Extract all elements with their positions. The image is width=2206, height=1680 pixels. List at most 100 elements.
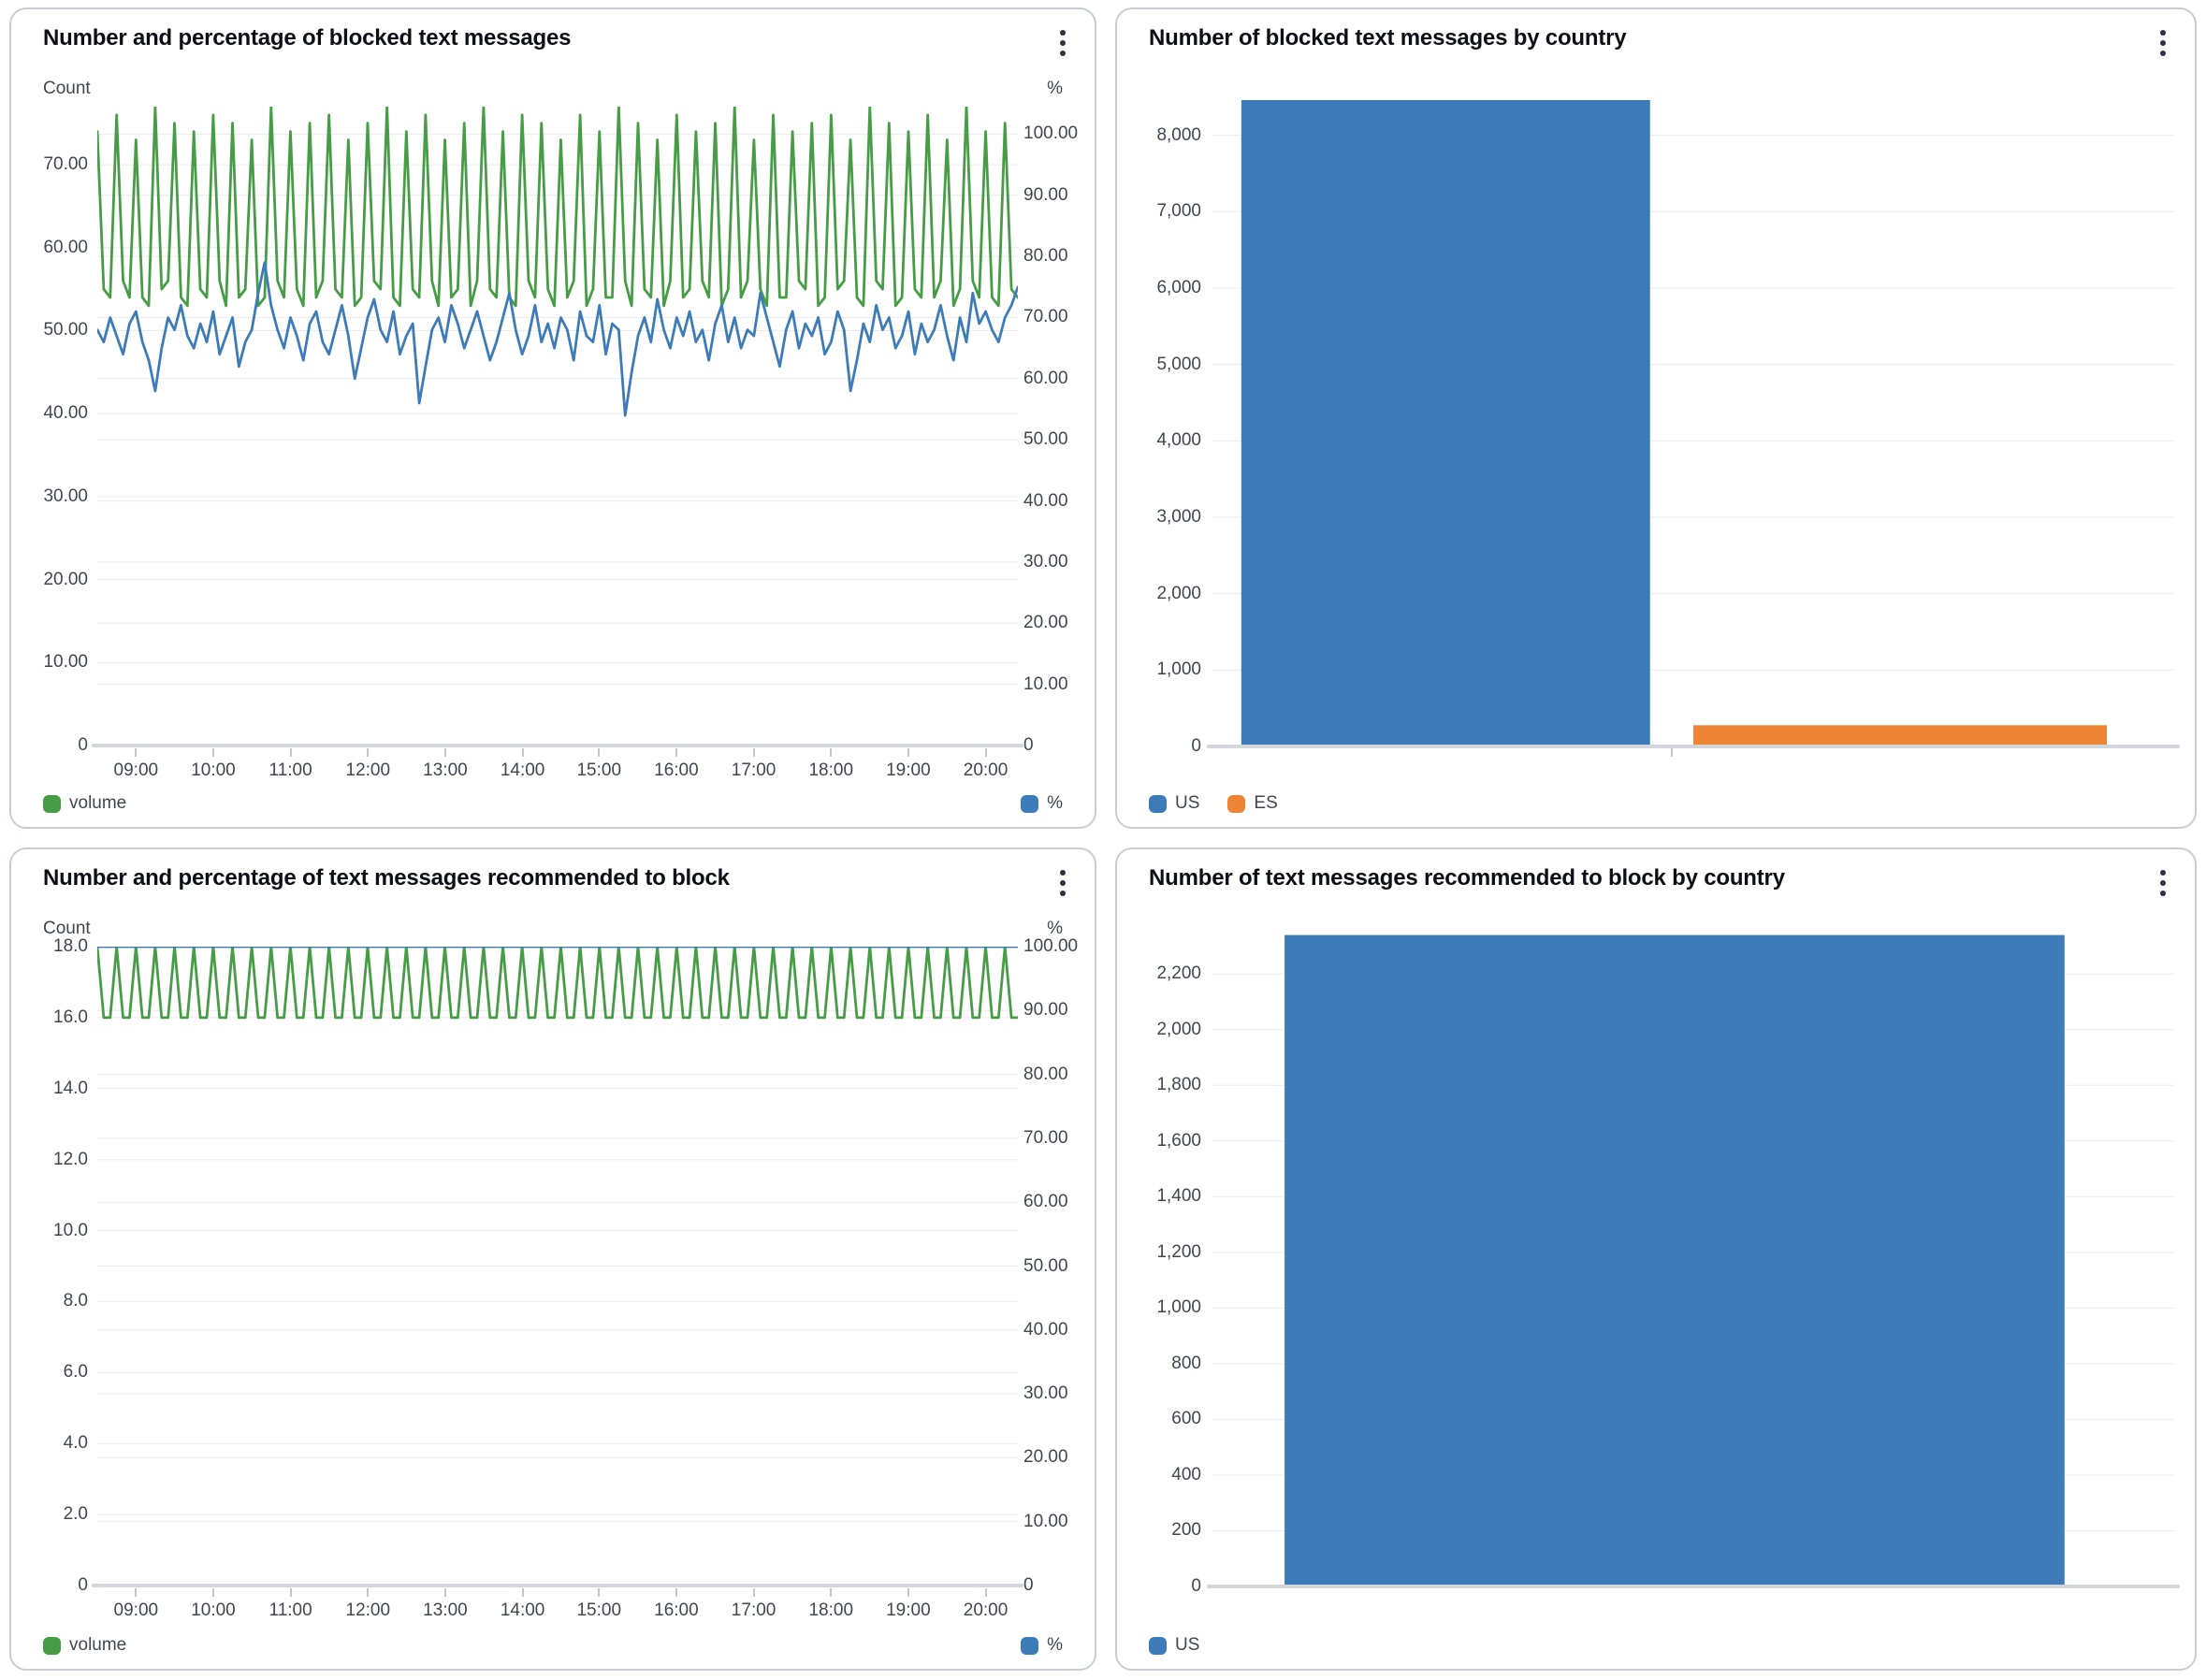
legend-label: % <box>1047 1635 1063 1655</box>
plot-area <box>1212 92 2174 746</box>
chart-legend: volume% <box>43 793 1063 814</box>
plot-area <box>97 947 1018 1586</box>
y-axis-tick-label: 800 <box>1171 1353 1201 1373</box>
y-axis-tick-label: 10.00 <box>43 652 88 673</box>
x-tick-mark <box>752 748 755 757</box>
x-axis-tick-label: 09:00 <box>113 760 159 780</box>
x-tick-mark <box>289 1588 292 1597</box>
legend-item-pct[interactable]: % <box>1021 793 1063 814</box>
y-axis-tick-label: 40.00 <box>1023 1319 1068 1340</box>
x-axis-tick-marks <box>1212 1588 2174 1598</box>
kebab-menu-icon[interactable] <box>1044 22 1081 64</box>
legend-item-volume[interactable]: volume <box>43 1635 126 1656</box>
y-axis-tick-label: 0 <box>1191 736 1201 756</box>
x-axis-tick-label: 15:00 <box>576 1600 622 1620</box>
bar-ES <box>1693 725 2108 746</box>
x-axis-tick-label: 18:00 <box>808 760 854 780</box>
blue-legend-swatch <box>1021 794 1039 813</box>
x-tick-mark <box>211 748 214 757</box>
x-tick-mark <box>367 748 370 757</box>
y-axis-tick-label: 2,000 <box>1156 583 1201 603</box>
x-tick-mark <box>830 1588 833 1597</box>
x-axis-tick-label: 16:00 <box>654 1600 699 1620</box>
legend-item-US[interactable]: US <box>1149 1635 1199 1656</box>
series-volume-line <box>97 947 1018 1018</box>
x-tick-mark <box>598 748 601 757</box>
x-tick-mark <box>675 1588 677 1597</box>
y-axis-tick-label: 12.0 <box>53 1149 88 1169</box>
y-axis-tick-label: 3,000 <box>1156 506 1201 527</box>
blue-legend-swatch <box>1021 1636 1039 1655</box>
y-axis-tick-label: 1,800 <box>1156 1075 1201 1095</box>
kebab-menu-icon[interactable] <box>2144 862 2182 904</box>
y-axis-tick-label: 50.00 <box>1023 429 1068 450</box>
card-recommended-block-by-country-bar-chart: Number of text messages recommended to b… <box>1115 847 2197 1671</box>
y-axis-tick-label: 6.0 <box>63 1362 88 1383</box>
x-axis-line <box>92 1584 1023 1587</box>
x-axis-tick-label: 18:00 <box>808 1600 854 1620</box>
x-axis-tick-label: 12:00 <box>345 1600 391 1620</box>
y-axis-tick-label: 60.00 <box>43 237 88 257</box>
kebab-dot <box>2160 51 2166 56</box>
right-axis-title: % <box>1047 79 1063 98</box>
x-axis-tick-marks <box>1212 748 2174 758</box>
bar-US <box>1241 100 1650 746</box>
legend-label: % <box>1047 793 1063 813</box>
kebab-dot <box>2160 891 2166 896</box>
x-axis-line <box>1207 1585 2180 1588</box>
x-tick-mark <box>521 748 524 757</box>
legend-label: US <box>1175 1635 1200 1655</box>
kebab-dot <box>2160 40 2166 46</box>
legend-item-volume[interactable]: volume <box>43 793 126 814</box>
x-tick-mark <box>135 748 138 757</box>
x-axis-line <box>92 744 1023 747</box>
kebab-menu-icon[interactable] <box>1044 862 1081 904</box>
green-legend-swatch <box>43 1636 61 1655</box>
legend-item-US[interactable]: US <box>1149 793 1199 814</box>
left-axis-title: Count <box>43 919 91 938</box>
y-axis-tick-label: 200 <box>1171 1520 1201 1541</box>
right-axis-tick-labels: 100.00 90.00 80.00 70.00 60.00 50.00 40.00 30.0… <box>1023 107 1095 755</box>
y-axis-tick-label: 7,000 <box>1156 201 1201 222</box>
card-blocked-by-country-bar-chart: Number of blocked text messages by count… <box>1115 7 2197 829</box>
card-blocked-messages-line-chart: Number and percentage of blocked text me… <box>9 7 1096 829</box>
x-tick-mark <box>984 748 987 757</box>
kebab-menu-icon[interactable] <box>2144 22 2182 64</box>
x-tick-mark <box>675 748 677 757</box>
legend-label: US <box>1175 793 1200 813</box>
x-axis-tick-label: 17:00 <box>731 1600 776 1620</box>
y-axis-tick-label: 20.00 <box>1023 1447 1068 1468</box>
x-tick-mark <box>443 1588 446 1597</box>
y-axis-tick-label: 100.00 <box>1023 936 1079 956</box>
y-axis-tick-label: 4,000 <box>1156 430 1201 451</box>
orange-legend-swatch <box>1227 794 1246 813</box>
x-axis-tick-label: 14:00 <box>500 1600 545 1620</box>
y-axis-tick-label: 400 <box>1171 1464 1201 1484</box>
y-axis-tick-labels: 8,000 7,000 6,000 5,000 4,000 3,000 2,000 1,000… <box>1117 92 1201 756</box>
legend-item-pct[interactable]: % <box>1021 1635 1063 1656</box>
legend-label: volume <box>69 793 127 813</box>
x-axis-tick-labels: 09:00 10:00 11:00 12:00 13:00 14:00 15:00 16:00… <box>97 1600 1018 1623</box>
kebab-dot <box>1060 870 1066 876</box>
y-axis-tick-label: 50.00 <box>1023 1255 1068 1276</box>
y-axis-tick-label: 6,000 <box>1156 277 1201 297</box>
legend-item-ES[interactable]: ES <box>1227 793 1278 814</box>
x-tick-mark <box>907 748 909 757</box>
y-axis-tick-label: 20.00 <box>43 569 88 589</box>
y-axis-tick-label: 14.0 <box>53 1078 88 1098</box>
chart-title: Number and percentage of text messages r… <box>43 865 730 891</box>
chart-legend: US ES <box>1149 793 2163 814</box>
x-tick-mark <box>521 1588 524 1597</box>
plot-area <box>1212 932 2174 1586</box>
x-axis-tick-label: 16:00 <box>654 760 699 780</box>
card-recommended-block-line-chart: Number and percentage of text messages r… <box>9 847 1096 1671</box>
y-axis-tick-label: 90.00 <box>1023 184 1068 205</box>
legend-label: ES <box>1254 793 1278 813</box>
plot-area <box>97 107 1018 746</box>
y-axis-tick-label: 0 <box>1023 1575 1034 1595</box>
x-axis-tick-label: 20:00 <box>963 1600 1009 1620</box>
x-tick-mark <box>752 1588 755 1597</box>
x-tick-mark <box>1671 748 1674 757</box>
y-axis-tick-label: 0 <box>1023 735 1034 755</box>
y-axis-tick-label: 1,000 <box>1156 1297 1201 1318</box>
